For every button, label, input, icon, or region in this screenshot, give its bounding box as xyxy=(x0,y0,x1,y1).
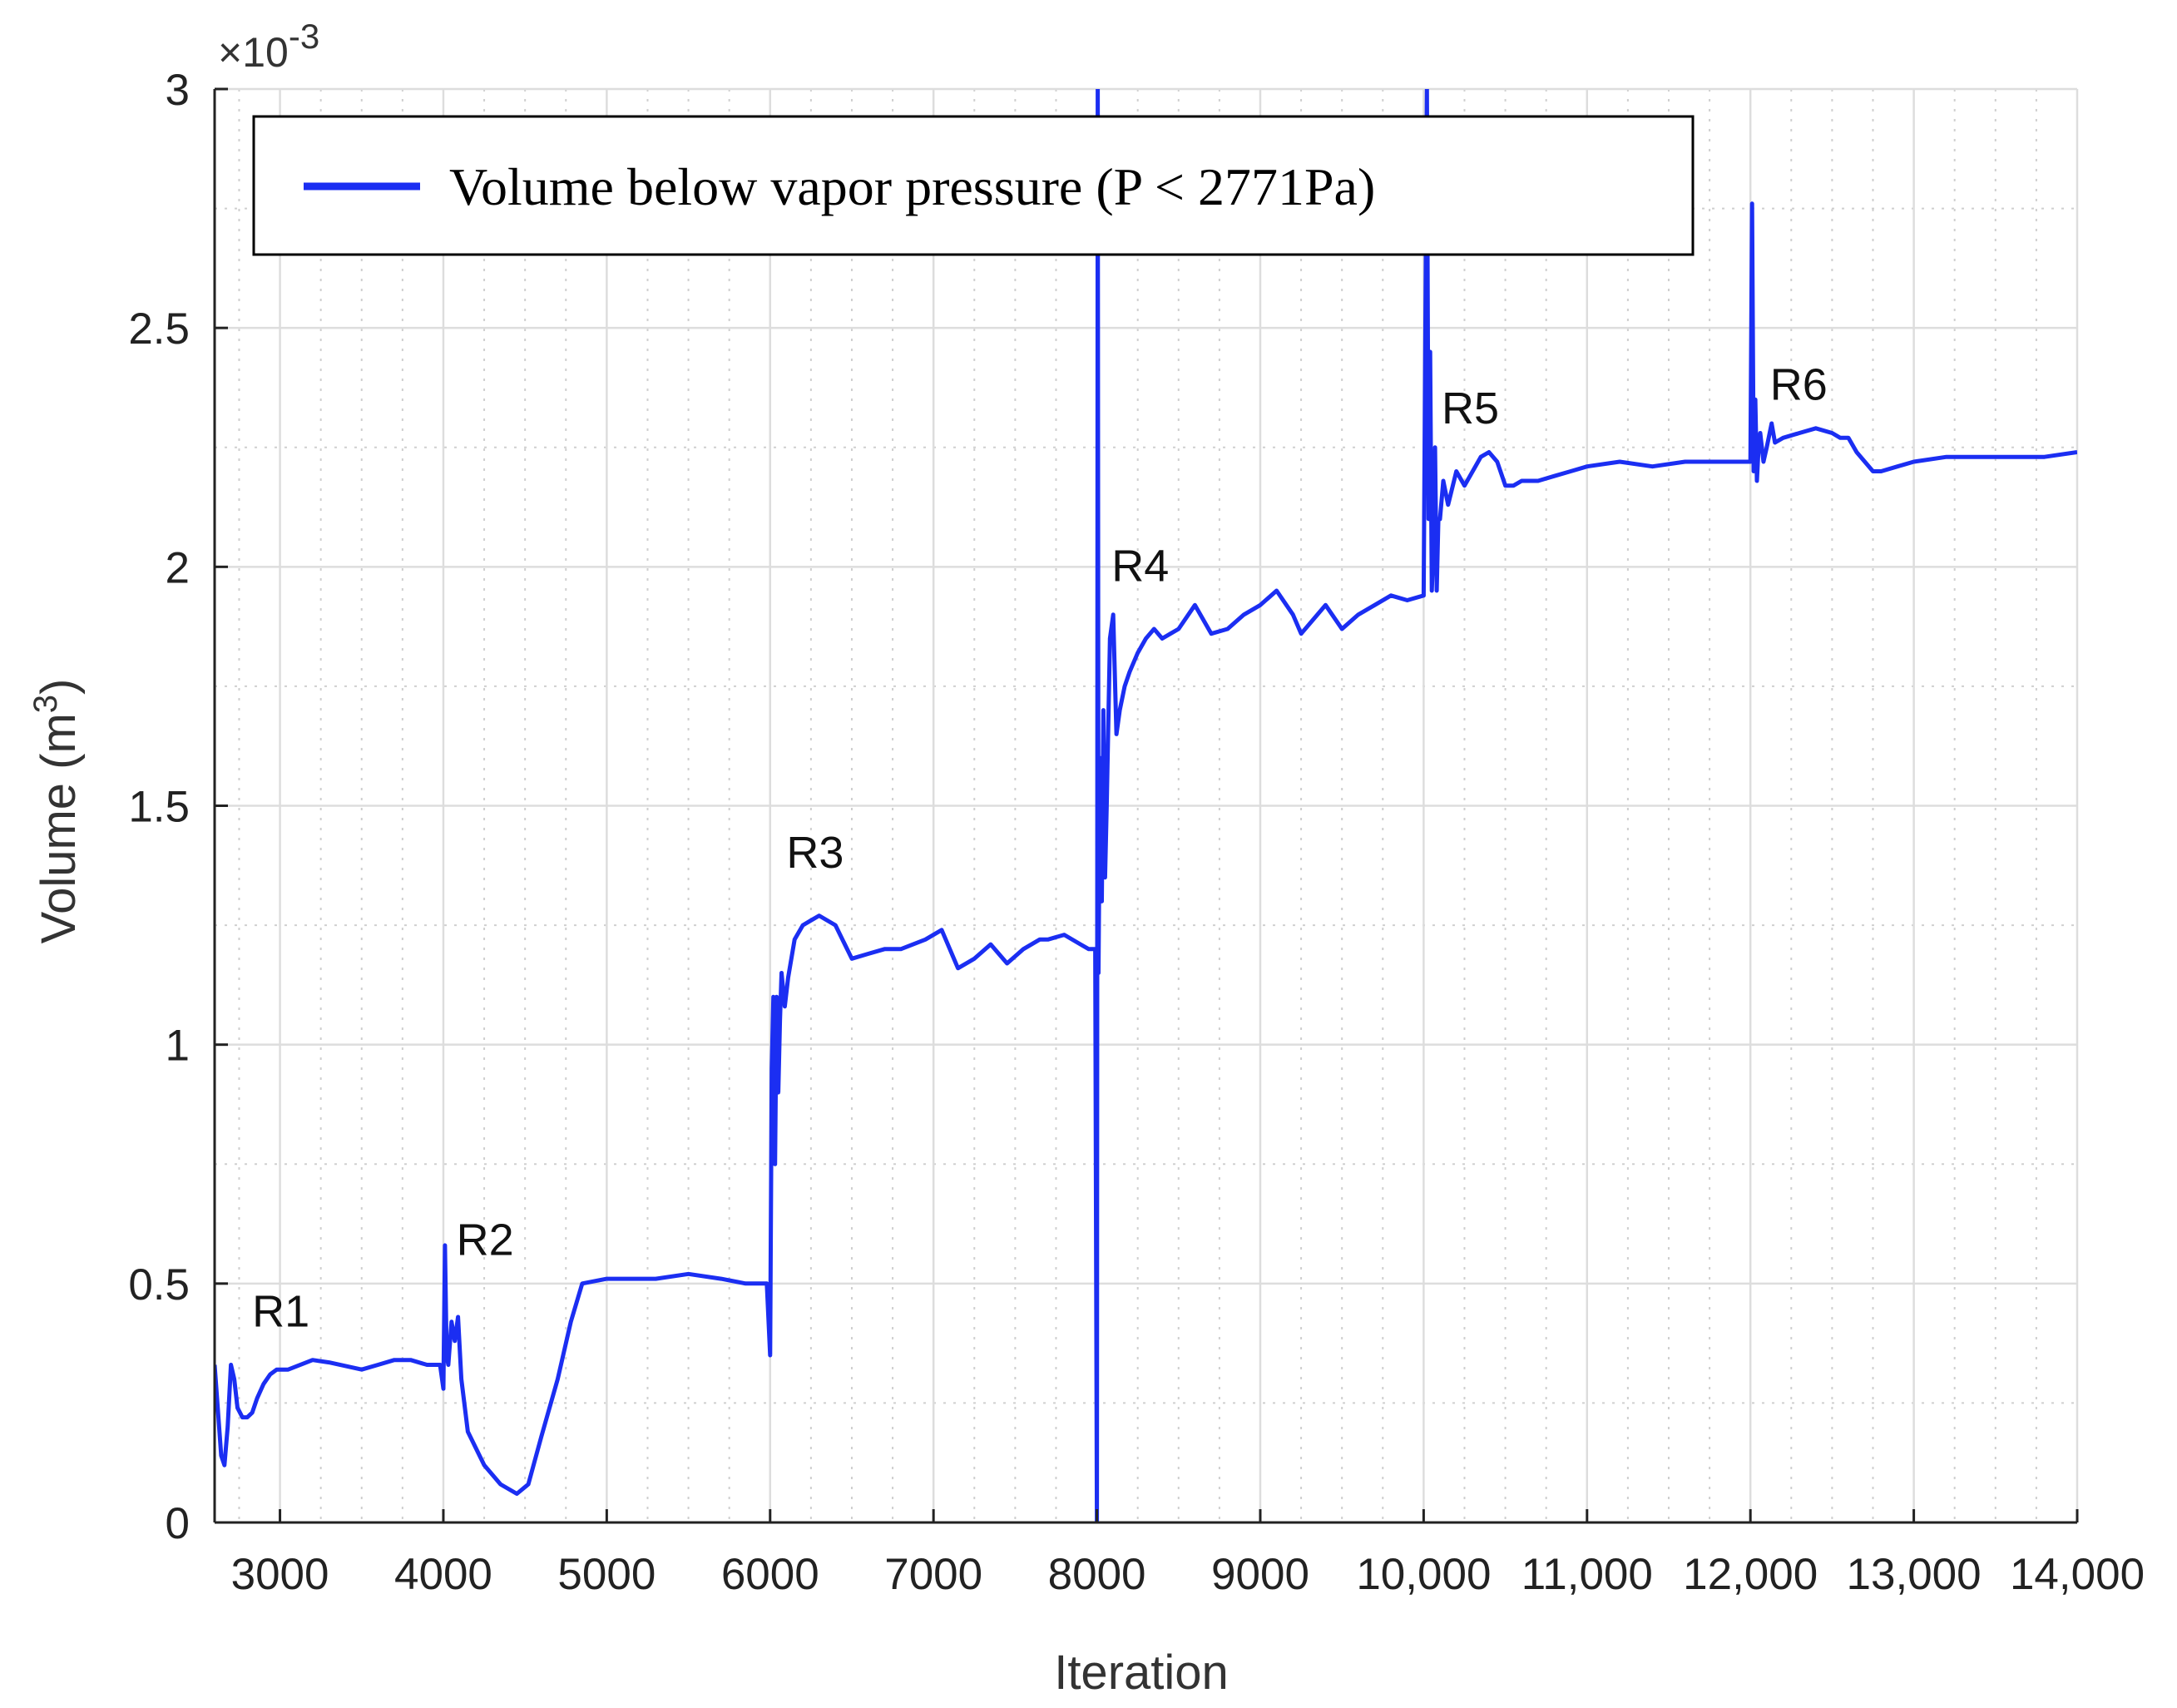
y-tick-label: 1 xyxy=(166,1022,190,1071)
x-tick-label: 12,000 xyxy=(1683,1550,1818,1599)
y-axis-title-main: Volume (m xyxy=(32,713,86,943)
y-tick-label: 1.5 xyxy=(128,783,190,832)
series-line xyxy=(215,89,2077,1522)
y-exponent-label: ×10-3 xyxy=(218,17,319,76)
y-axis-title-sup: 3 xyxy=(27,695,64,713)
legend: Volume below vapor pressure (P < 2771Pa) xyxy=(252,115,1695,256)
x-tick-label: 11,000 xyxy=(1521,1550,1653,1599)
region-label: R1 xyxy=(252,1287,309,1337)
region-label: R4 xyxy=(1111,542,1169,592)
series-layer xyxy=(215,89,2077,1522)
x-tick-label: 3000 xyxy=(231,1550,329,1599)
region-label: R2 xyxy=(457,1215,514,1265)
legend-label: Volume below vapor pressure (P < 2771Pa) xyxy=(449,157,1375,216)
x-tick-label: 7000 xyxy=(884,1550,982,1599)
region-label: R3 xyxy=(786,828,844,878)
y-tick-label: 0.5 xyxy=(128,1260,190,1309)
y-tick-label: 3 xyxy=(166,66,190,115)
x-tick-label: 6000 xyxy=(721,1550,819,1599)
axes xyxy=(213,87,2079,1524)
y-exponent-base: ×10 xyxy=(218,29,289,76)
region-label: R6 xyxy=(1770,359,1828,409)
y-axis-title-close: ) xyxy=(32,679,86,695)
x-tick-label: 10,000 xyxy=(1356,1550,1491,1599)
y-exponent-power: -3 xyxy=(289,17,319,56)
legend-box xyxy=(252,115,1695,256)
y-tick-label: 0 xyxy=(166,1499,190,1548)
x-tick-label: 8000 xyxy=(1048,1550,1146,1599)
x-axis-title: Iteration xyxy=(1054,1646,1229,1700)
x-tick-label: 4000 xyxy=(394,1550,492,1599)
y-tick-label: 2 xyxy=(166,543,190,592)
y-axis-title: Volume (m3) xyxy=(27,679,86,944)
annotations: R1 R2 R3 R4 R5 R6 xyxy=(252,359,1828,1336)
y-tick-label: 2.5 xyxy=(128,304,190,354)
tick-labels: 3000 4000 5000 6000 7000 8000 9000 10,000 11,000… xyxy=(128,66,2145,1599)
x-tick-label: 13,000 xyxy=(1847,1550,1982,1599)
x-tick-label: 5000 xyxy=(557,1550,656,1599)
x-tick-label: 9000 xyxy=(1211,1550,1309,1599)
region-label: R5 xyxy=(1442,384,1499,433)
x-tick-label: 14,000 xyxy=(2010,1550,2145,1599)
